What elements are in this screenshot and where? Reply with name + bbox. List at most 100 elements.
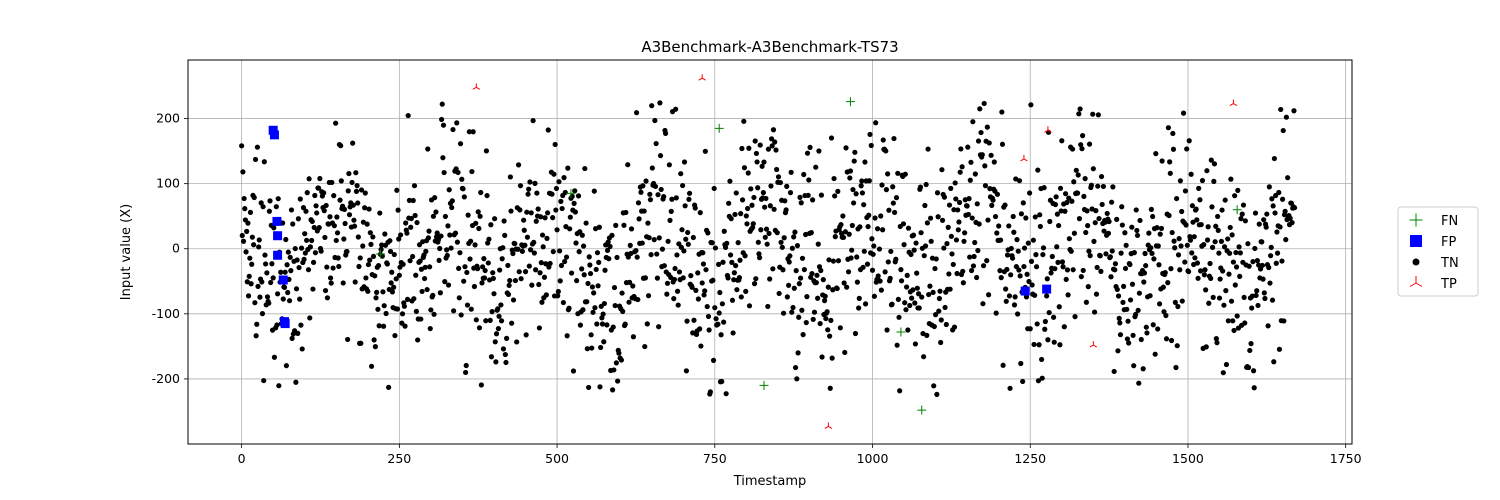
tn-point [977,106,983,112]
tn-point [764,241,770,247]
tn-point [404,296,411,302]
tn-point [297,296,303,302]
tn-point [480,264,486,270]
tn-point [247,255,253,261]
tn-point [257,294,263,300]
tn-point [1065,292,1071,298]
tn-point [879,182,885,188]
tn-point [379,242,385,248]
tn-point [878,287,884,293]
tn-point [914,270,920,276]
tn-point [866,212,872,218]
tn-point [536,281,542,288]
tn-point [313,203,319,209]
tn-point [604,247,611,253]
tn-point [927,215,934,221]
legend-label-fn: FN [1441,214,1458,229]
tn-point [290,221,296,227]
tn-point [1060,264,1066,270]
tn-point [539,299,545,305]
tn-point [661,263,667,269]
tn-point [539,232,546,238]
tn-point [468,238,474,244]
tn-point [1141,279,1147,285]
tn-point [842,229,848,235]
tn-point [1095,183,1101,189]
tn-point [1237,250,1243,256]
tn-point [1112,267,1118,273]
tn-point [1117,320,1123,326]
tp-point [1044,126,1052,133]
tn-point [799,255,806,261]
tn-point [363,275,369,281]
tn-point [454,239,460,245]
tn-point [825,284,831,290]
tn-point [867,131,873,138]
tn-point [300,205,307,211]
tn-point [762,234,768,240]
tn-point [829,355,835,361]
tn-point [1122,265,1129,272]
tn-point [264,270,270,276]
tn-point [1082,176,1088,182]
tn-point [1117,332,1124,338]
tn-point [1058,208,1064,214]
tn-point [375,262,382,269]
tn-point [491,291,497,297]
tn-point [927,283,933,289]
tn-point [572,209,578,215]
tn-point [1230,318,1236,324]
tn-point [463,362,469,369]
tn-point [638,189,644,195]
tn-point [1174,195,1180,202]
tn-point [274,322,280,328]
tn-point [720,259,726,265]
tn-point [766,230,772,237]
tn-point [483,318,489,324]
tn-point [1006,293,1013,299]
tn-point [1148,245,1154,251]
tn-point [1215,213,1221,220]
tn-point [1228,298,1235,304]
tn-point [645,220,651,226]
tn-point [1054,211,1060,217]
tn-point [282,269,288,275]
tn-point [1105,230,1112,236]
tn-point [818,267,824,274]
tn-point [351,223,358,229]
tn-point [625,162,631,168]
tn-point [286,298,293,304]
tn-point [1219,207,1225,213]
tn-point [732,211,738,218]
tn-point [1167,159,1173,165]
tn-point [1121,283,1127,289]
tn-point [980,301,986,307]
tn-point [327,214,333,220]
tn-point [683,368,690,374]
tn-point [722,244,729,250]
tn-point [788,169,794,175]
tn-point [1131,363,1137,369]
tn-point [1076,216,1083,222]
fp-point [268,125,278,135]
tn-point [886,207,892,213]
tn-point [678,171,684,177]
tn-point [994,230,1000,236]
tn-point [601,339,607,345]
tn-point [1175,252,1182,258]
tn-point [301,256,307,262]
tn-point [926,291,932,298]
tn-point [978,129,984,136]
tn-point [288,268,294,274]
tn-point [437,290,443,296]
tn-point [451,308,457,314]
tn-point [549,191,555,197]
tn-point [775,174,782,180]
tn-point [544,235,550,241]
tn-point [478,382,484,388]
tn-point [947,286,953,292]
tn-point [938,339,944,346]
tn-point [1124,336,1131,342]
tn-point [406,197,413,203]
tn-point [1057,342,1063,348]
